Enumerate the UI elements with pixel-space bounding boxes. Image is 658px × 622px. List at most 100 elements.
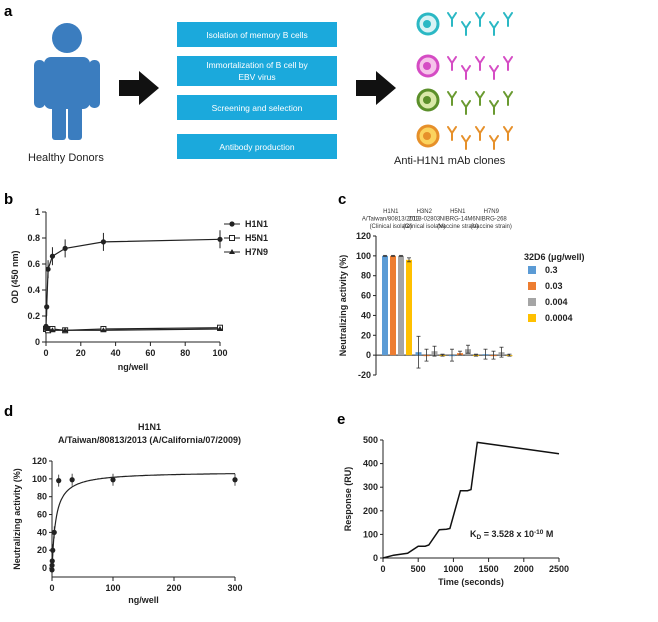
antibody-stroke — [489, 100, 499, 115]
y-tick-label: 0.4 — [27, 285, 40, 295]
data-point — [49, 327, 56, 333]
y-tick-label: 60 — [37, 510, 47, 520]
kd-annotation-part: M — [543, 529, 553, 539]
antibody-stroke — [489, 65, 499, 80]
y-tick-label: 300 — [363, 482, 378, 492]
category-label: 2013-02803 — [408, 217, 441, 223]
y-tick-label: 0 — [35, 337, 40, 347]
data-point — [232, 477, 238, 483]
antibody-icon — [475, 12, 485, 27]
x-tick-label: 0 — [43, 348, 48, 358]
y-tick-label: 120 — [32, 456, 47, 466]
antibody-icon — [447, 91, 457, 106]
y-axis-label: Response (RU) — [343, 467, 353, 532]
antibody-icon — [461, 135, 471, 150]
kd-annotation: KD = 3.528 x 10-10 M — [470, 529, 553, 541]
legend-label: 0.004 — [545, 297, 568, 307]
legend-label: 0.03 — [545, 281, 563, 291]
y-tick-label: 0 — [42, 563, 47, 573]
chart-d: H1N1 A/Taiwan/80813/2013 (A/California/07… — [12, 422, 243, 605]
y-tick-label: 0.2 — [27, 311, 40, 321]
x-tick-label: 2500 — [549, 564, 569, 574]
legend-marker — [229, 235, 235, 241]
legend-marker — [229, 249, 235, 254]
y-tick-label: 500 — [363, 435, 378, 445]
category-label: NIBRG-268 — [476, 217, 508, 223]
legend-label: H1N1 — [245, 219, 268, 229]
panel-a-label: a — [4, 3, 13, 20]
antibody-stroke — [503, 56, 513, 71]
kd-annotation-part: K — [470, 529, 477, 539]
antibody-stroke — [503, 12, 513, 27]
antibody-icon — [447, 12, 457, 27]
category-label: H3N2 — [417, 209, 433, 215]
data-point — [45, 326, 52, 331]
step-isolation-text: Isolation of memory B cells — [206, 30, 308, 40]
antibody-stroke — [461, 65, 471, 80]
category-label: (Vaccine strain) — [471, 224, 512, 230]
arrow-right-icon — [119, 71, 159, 105]
category-label: (Clinical isolate) — [403, 224, 445, 230]
y-axis-label: OD (450 nm) — [10, 250, 20, 303]
step-box-production — [177, 134, 337, 159]
x-tick-label: 2000 — [514, 564, 534, 574]
data-point — [62, 327, 69, 333]
antibody-stroke — [447, 91, 457, 106]
kd-annotation-part: D — [477, 534, 482, 541]
x-axis-label: Time (seconds) — [438, 577, 504, 587]
bar — [382, 255, 388, 356]
chart-e: 0 100 200 300 400 500 0 500 1000 1500 2000 2500 Time… — [343, 435, 569, 587]
chart-b: 0 0.2 0.4 0.6 0.8 1 0 20 40 60 80 100 ng/well OD (450… — [10, 207, 268, 372]
category-label: (Clinical isolate) — [370, 224, 412, 230]
y-tick-label: 0.6 — [27, 259, 40, 269]
x-tick-label: 80 — [180, 348, 190, 358]
antibody-icon — [475, 126, 485, 141]
panel-d-label: d — [4, 403, 13, 420]
legend-label: 0.0004 — [545, 313, 573, 323]
bar — [398, 255, 404, 356]
chart-title-line1: H1N1 — [138, 422, 161, 432]
legend-label: 0.3 — [545, 265, 558, 275]
x-tick-label: 0 — [49, 583, 54, 593]
antibody-icon — [489, 135, 499, 150]
y-tick-label: 120 — [356, 231, 371, 241]
antibody-icon — [489, 65, 499, 80]
x-tick-label: 300 — [227, 583, 242, 593]
x-axis-label: ng/well — [118, 362, 149, 372]
anti-h1n1-clones-label: Anti-H1N1 mAb clones — [394, 155, 506, 167]
antibody-stroke — [489, 21, 499, 36]
sensorgram-line — [382, 441, 560, 559]
data-point — [217, 236, 223, 242]
antibody-icon — [503, 91, 513, 106]
legend-swatch — [528, 298, 536, 306]
y-tick-label: 100 — [32, 474, 47, 484]
antibody-icon — [475, 91, 485, 106]
y-tick-label: 0.8 — [27, 233, 40, 243]
data-point — [50, 547, 56, 553]
data-point — [44, 304, 50, 310]
antibody-stroke — [475, 126, 485, 141]
y-tick-label: 0 — [366, 350, 371, 360]
antibody-icon — [475, 56, 485, 71]
category-label: NIBRG-14M6 — [440, 217, 477, 223]
antibody-icon — [461, 21, 471, 36]
chart-c: -20 0 20 40 60 80 100 120 Neutralizing activity … — [338, 209, 585, 380]
legend-label: H7N9 — [245, 247, 268, 257]
x-tick-label: 100 — [212, 348, 227, 358]
y-tick-label: 20 — [361, 330, 371, 340]
legend-label: H5N1 — [245, 233, 268, 243]
antibody-stroke — [475, 91, 485, 106]
y-tick-label: 40 — [361, 310, 371, 320]
antibody-icon — [447, 126, 457, 141]
y-tick-label: 80 — [361, 271, 371, 281]
legend-title: 32D6 (μg/well) — [524, 252, 585, 262]
antibody-icon — [503, 56, 513, 71]
antibody-icons — [447, 12, 513, 150]
healthy-donors-label: Healthy Donors — [28, 152, 104, 164]
antibody-stroke — [503, 91, 513, 106]
arrow-right-icon — [356, 71, 396, 105]
legend-swatch — [528, 314, 536, 322]
kd-annotation-part: = 3.528 x 10 — [481, 529, 534, 539]
x-tick-label: 20 — [76, 348, 86, 358]
step-boxes: Isolation of memory B cells Immortalizat… — [177, 22, 337, 159]
